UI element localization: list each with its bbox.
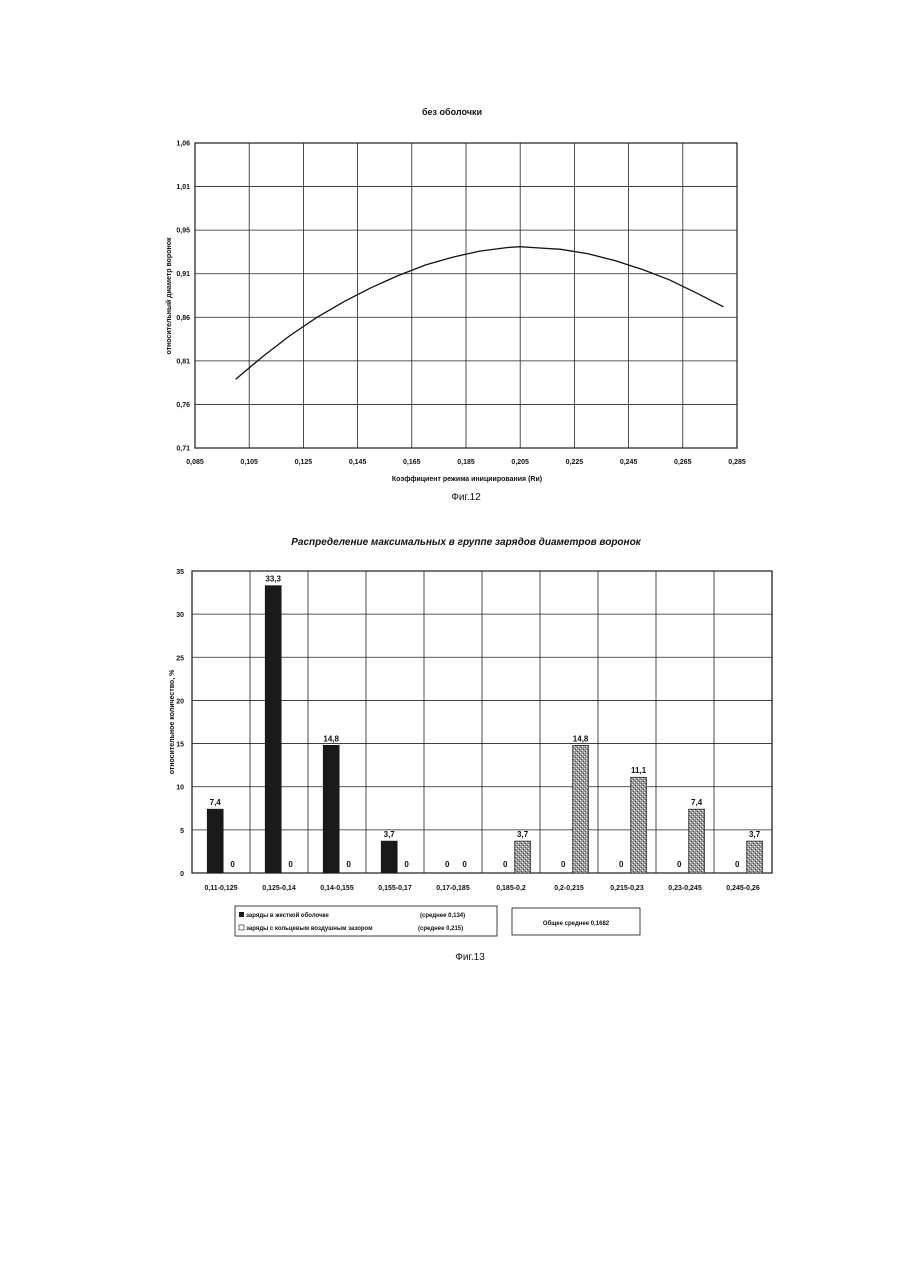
y-tick-label: 20	[176, 698, 184, 705]
chart-title: без оболочки	[422, 107, 482, 117]
x-tick-label: 0,17-0,185	[436, 885, 470, 892]
grid	[195, 143, 737, 448]
legend-swatch-air-gap	[239, 925, 244, 930]
overall-mean-label: Общее среднее 0,1682	[543, 920, 610, 927]
y-tick-label: 25	[176, 655, 184, 662]
data-label: 3,7	[749, 830, 761, 839]
legend: заряды в жесткой оболочке (среднее 0,134…	[235, 906, 640, 936]
x-tick-label: 0,165	[403, 459, 421, 466]
data-label: 0	[288, 860, 293, 869]
y-tick-label: 15	[176, 742, 184, 749]
y-tick-label: 0	[180, 871, 184, 878]
y-tick-label: 0,95	[176, 228, 190, 235]
y-tick-label: 0,91	[176, 271, 190, 278]
y-axis-label: относительный диаметр воронок	[165, 237, 173, 354]
data-label: 0	[677, 860, 682, 869]
data-label: 0	[462, 860, 467, 869]
data-label: 0	[735, 860, 740, 869]
y-tick-label: 5	[180, 828, 184, 835]
data-label: 0	[346, 860, 351, 869]
x-tick-label: 0,205	[511, 459, 529, 466]
x-tick-label: 0,23-0,245	[668, 885, 702, 892]
data-label: 0	[445, 860, 450, 869]
data-label: 0	[619, 860, 624, 869]
data-label: 3,7	[517, 830, 529, 839]
x-tick-label: 0,285	[728, 459, 746, 466]
y-tick-labels: 0 5 10 15 20 25 30 35	[176, 569, 184, 878]
y-tick-label: 0,71	[176, 446, 190, 453]
legend-item-label: заряды в жесткой оболочке	[246, 912, 330, 919]
bar-air-gap	[515, 841, 531, 873]
bar-hard-shell	[323, 745, 339, 873]
x-tick-label: 0,185	[457, 459, 475, 466]
x-tick-label: 0,125-0,14	[262, 885, 296, 892]
figure-13: Распределение максимальных в группе заря…	[169, 537, 772, 963]
legend-item-note: (среднее 0,134)	[420, 913, 465, 919]
data-label: 14,8	[573, 734, 589, 743]
bar-hard-shell	[381, 841, 397, 873]
x-tick-label: 0,145	[349, 459, 367, 466]
x-tick-label: 0,245-0,26	[726, 885, 760, 892]
data-label: 0	[503, 860, 508, 869]
figure-caption: Фиг.12	[451, 492, 481, 503]
x-axis-label: Коэффициент режима инициирования (Rи)	[392, 476, 542, 483]
x-tick-label: 0,225	[566, 459, 584, 466]
bar-hard-shell	[207, 809, 223, 873]
data-label: 0	[561, 860, 566, 869]
data-label: 7,4	[691, 798, 703, 807]
bar-air-gap	[573, 745, 589, 873]
y-tick-label: 10	[176, 785, 184, 792]
chart-title: Распределение максимальных в группе заря…	[291, 537, 641, 548]
x-tick-label: 0,125	[295, 459, 313, 466]
y-tick-label: 1,01	[176, 184, 190, 191]
data-label: 14,8	[323, 734, 339, 743]
bar-air-gap	[689, 809, 705, 873]
y-tick-label: 35	[176, 569, 184, 576]
x-tick-label: 0,245	[620, 459, 638, 466]
x-tick-label: 0,265	[674, 459, 692, 466]
data-label: 11,1	[631, 766, 647, 775]
y-tick-label: 30	[176, 612, 184, 619]
y-tick-label: 0,86	[176, 315, 190, 322]
y-axis-label: относительное количество, %	[169, 669, 176, 774]
y-tick-label: 0,76	[176, 402, 190, 409]
data-label: 0	[230, 860, 235, 869]
y-tick-labels: 0,71 0,76 0,81 0,86 0,91 0,95 1,01 1,06	[176, 141, 190, 453]
data-label: 3,7	[384, 830, 396, 839]
data-line	[236, 247, 724, 380]
bar-hard-shell	[265, 586, 281, 873]
x-tick-label: 0,105	[240, 459, 258, 466]
legend-item-label: заряды с кольцевым воздушным зазором	[246, 926, 373, 932]
x-tick-label: 0,085	[186, 459, 204, 466]
x-tick-labels: 0,085 0,105 0,125 0,145 0,165 0,185 0,205 0,225…	[186, 459, 746, 466]
x-tick-labels: 0,11-0,125 0,125-0,14 0,14-0,155 0,155-0,17…	[204, 885, 759, 892]
bar-air-gap	[631, 777, 647, 873]
bars: 7,4 33,3 14,8 3,7 0 0 0 0 0 0 0 0 0 0 0 3,7 14,8 11,1 7,4 3…	[207, 575, 762, 873]
data-label: 33,3	[265, 575, 281, 584]
legend-swatch-hard-shell	[239, 912, 244, 917]
x-tick-label: 0,11-0,125	[204, 885, 237, 892]
x-tick-label: 0,185-0,2	[496, 885, 526, 892]
x-tick-label: 0,14-0,155	[320, 885, 354, 892]
data-label: 7,4	[210, 798, 222, 807]
legend-item-note: (среднее 0,215)	[418, 926, 463, 932]
figure-12: без оболочки 0,71 0,76 0,81 0,86 0,91 0,95 1,0…	[165, 107, 746, 503]
data-label: 0	[404, 860, 409, 869]
y-tick-label: 0,81	[176, 358, 190, 365]
x-tick-label: 0,215-0,23	[610, 885, 644, 892]
figure-caption: Фиг.13	[455, 952, 485, 963]
bar-air-gap	[747, 841, 763, 873]
x-tick-label: 0,2-0,215	[554, 885, 584, 892]
x-tick-label: 0,155-0,17	[378, 885, 412, 892]
y-tick-label: 1,06	[176, 141, 190, 148]
